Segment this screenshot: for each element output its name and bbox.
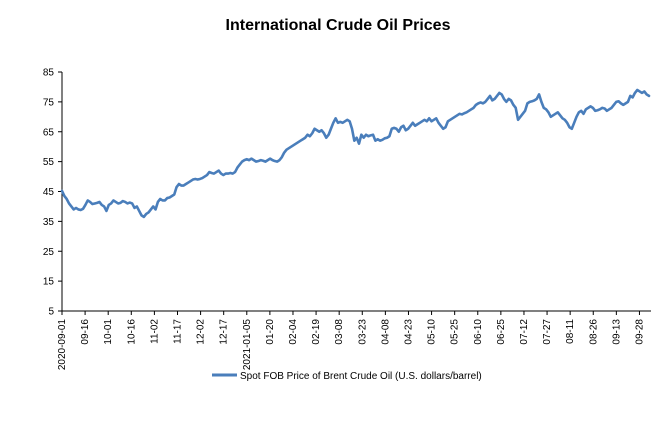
series-line [60, 88, 651, 219]
x-tick-label: 12-02 [196, 319, 207, 345]
x-tick-label: 03-23 [357, 319, 368, 345]
x-tick-label: 06-25 [496, 319, 507, 345]
x-tick-label: 09-13 [611, 319, 622, 345]
x-tick-label: 09-16 [80, 319, 91, 345]
legend-label: Spot FOB Price of Brent Crude Oil (U.S. … [240, 371, 482, 382]
x-tick-label: 02-04 [288, 319, 299, 345]
x-tick-label: 11-17 [172, 319, 183, 344]
y-tick-label: 15 [43, 277, 55, 288]
x-tick-label: 10-01 [103, 319, 114, 345]
x-tick-label: 11-02 [149, 319, 160, 344]
y-tick-label: 65 [43, 127, 55, 138]
y-tick-label: 25 [43, 247, 55, 258]
x-tick-label: 05-10 [427, 319, 438, 345]
x-tick-label: 2021-01-05 [242, 319, 253, 371]
x-tick-label: 06-10 [473, 319, 484, 345]
y-tick-label: 55 [43, 157, 55, 168]
plot-area [60, 88, 651, 219]
x-tick-label: 09-28 [634, 319, 645, 345]
x-axis: 2020-09-01 09-16 10-01 10-16 11-02 11-17 12-02… [57, 310, 651, 371]
chart-title: International Crude Oil Prices [226, 17, 451, 34]
x-tick-label: 07-27 [542, 319, 553, 345]
y-tick-label: 75 [43, 97, 55, 108]
y-axis: 5 15 25 35 45 55 65 75 85 [43, 68, 63, 318]
x-tick-label: 12-17 [219, 319, 230, 345]
x-tick-label: 2020-09-01 [57, 319, 68, 371]
y-tick-label: 35 [43, 217, 55, 228]
y-tick-label: 85 [43, 68, 55, 79]
x-tick-label: 10-16 [126, 319, 137, 345]
y-tick-label: 5 [48, 307, 54, 318]
x-tick-label: 03-08 [334, 319, 345, 345]
x-tick-label: 01-20 [265, 319, 276, 345]
legend: Spot FOB Price of Brent Crude Oil (U.S. … [212, 371, 482, 382]
y-tick-label: 45 [43, 187, 55, 198]
x-tick-label: 02-19 [311, 319, 322, 345]
x-tick-label: 07-12 [519, 319, 530, 345]
x-tick-label: 08-11 [565, 319, 576, 344]
x-tick-label: 05-25 [450, 319, 461, 345]
x-tick-label: 04-08 [380, 319, 391, 345]
x-tick-label: 04-23 [403, 319, 414, 345]
x-tick-label: 08-26 [588, 319, 599, 345]
